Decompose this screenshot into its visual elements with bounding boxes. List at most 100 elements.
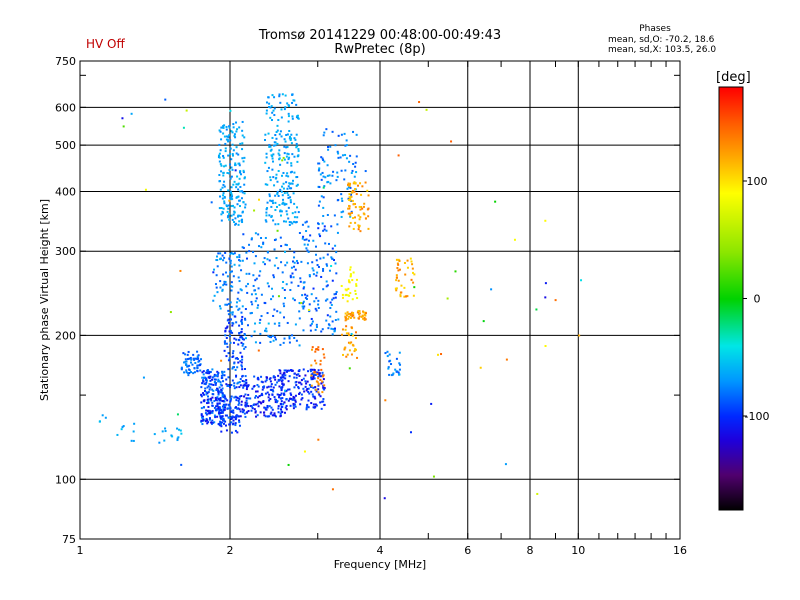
echo-point (358, 313, 361, 316)
echo-point (290, 266, 293, 269)
echo-point (395, 279, 398, 282)
echo-point (283, 138, 286, 141)
echo-point (268, 105, 271, 108)
echo-point (245, 285, 248, 288)
colorbar-segment (719, 380, 743, 382)
echo-point (264, 415, 267, 418)
echo-point (224, 334, 227, 337)
echo-point (271, 199, 274, 202)
echo-point (544, 282, 547, 285)
colorbar-segment (719, 114, 743, 116)
echo-point (213, 399, 216, 402)
echo-point (238, 164, 241, 167)
echo-point (262, 261, 265, 264)
echo-point (317, 169, 320, 172)
echo-point (247, 393, 250, 396)
colorbar-segment (719, 268, 743, 270)
colorbar-segment (719, 106, 743, 108)
x-tick-label: 6 (464, 544, 471, 557)
echo-point (325, 229, 328, 232)
echo-point (312, 403, 315, 406)
echo-point (239, 410, 242, 413)
echo-point (260, 375, 263, 378)
echo-point (207, 401, 210, 404)
colorbar-segment (719, 307, 743, 309)
echo-point (241, 129, 244, 132)
colorbar-segment (719, 112, 743, 114)
colorbar-segment (719, 167, 743, 169)
echo-point (285, 220, 288, 223)
x-tick-label: 1 (77, 544, 84, 557)
echo-point (238, 280, 241, 283)
echo-point (179, 269, 182, 272)
echo-point (279, 311, 282, 314)
echo-point (277, 378, 280, 381)
echo-point (322, 159, 325, 162)
echo-point (353, 350, 356, 353)
echo-point (238, 424, 241, 427)
echo-point (293, 261, 296, 264)
echo-point (317, 391, 320, 394)
colorbar-segment (719, 439, 743, 441)
echo-point (283, 393, 286, 396)
echo-point (334, 319, 337, 322)
echo-point (272, 144, 275, 147)
echo-point (98, 420, 101, 423)
echo-point (225, 355, 228, 358)
echo-point (200, 413, 203, 416)
echo-point (317, 303, 320, 306)
colorbar-segment (719, 103, 743, 105)
colorbar-segment (719, 235, 743, 237)
echo-point (397, 371, 400, 374)
echo-point (301, 223, 304, 226)
colorbar-segment (719, 334, 743, 336)
echo-point (241, 134, 244, 137)
echo-point (272, 153, 275, 156)
echo-point (247, 397, 250, 400)
echo-point (233, 382, 236, 385)
echo-point (298, 393, 301, 396)
echo-point (271, 94, 274, 97)
echo-point (411, 271, 414, 274)
echo-point (225, 135, 228, 138)
echo-point (205, 371, 208, 374)
echo-point (274, 401, 277, 404)
echo-point (225, 336, 228, 339)
echo-point (279, 386, 282, 389)
echo-point (354, 292, 357, 295)
echo-point (222, 396, 225, 399)
colorbar-segment (719, 246, 743, 248)
echo-point (220, 164, 223, 167)
echo-point (289, 139, 292, 142)
echo-point (247, 410, 250, 413)
echo-point (200, 414, 203, 417)
echo-point (222, 192, 225, 195)
echo-point (309, 329, 312, 332)
colorbar-segment (719, 168, 743, 170)
colorbar-segment (719, 443, 743, 445)
echo-point (276, 310, 279, 313)
echo-point (326, 174, 329, 177)
echo-point (186, 372, 189, 375)
echo-point (209, 375, 212, 378)
echo-point (395, 370, 398, 373)
echo-point (238, 331, 241, 334)
echo-point (317, 222, 320, 225)
colorbar-segment (719, 287, 743, 289)
echo-point (323, 228, 326, 231)
echo-point (287, 388, 290, 391)
colorbar-segment (719, 470, 743, 472)
echo-point (228, 321, 231, 324)
colorbar-segment (719, 207, 743, 209)
colorbar-segment (719, 130, 743, 132)
echo-point (238, 386, 241, 389)
colorbar-segment (719, 468, 743, 470)
colorbar-segment (719, 88, 743, 90)
echo-point (290, 162, 293, 165)
echo-point (286, 102, 289, 105)
echo-point (258, 198, 261, 201)
colorbar-segment (719, 382, 743, 384)
colorbar-segment (719, 229, 743, 231)
echo-point (337, 152, 340, 155)
echo-point (288, 388, 291, 391)
